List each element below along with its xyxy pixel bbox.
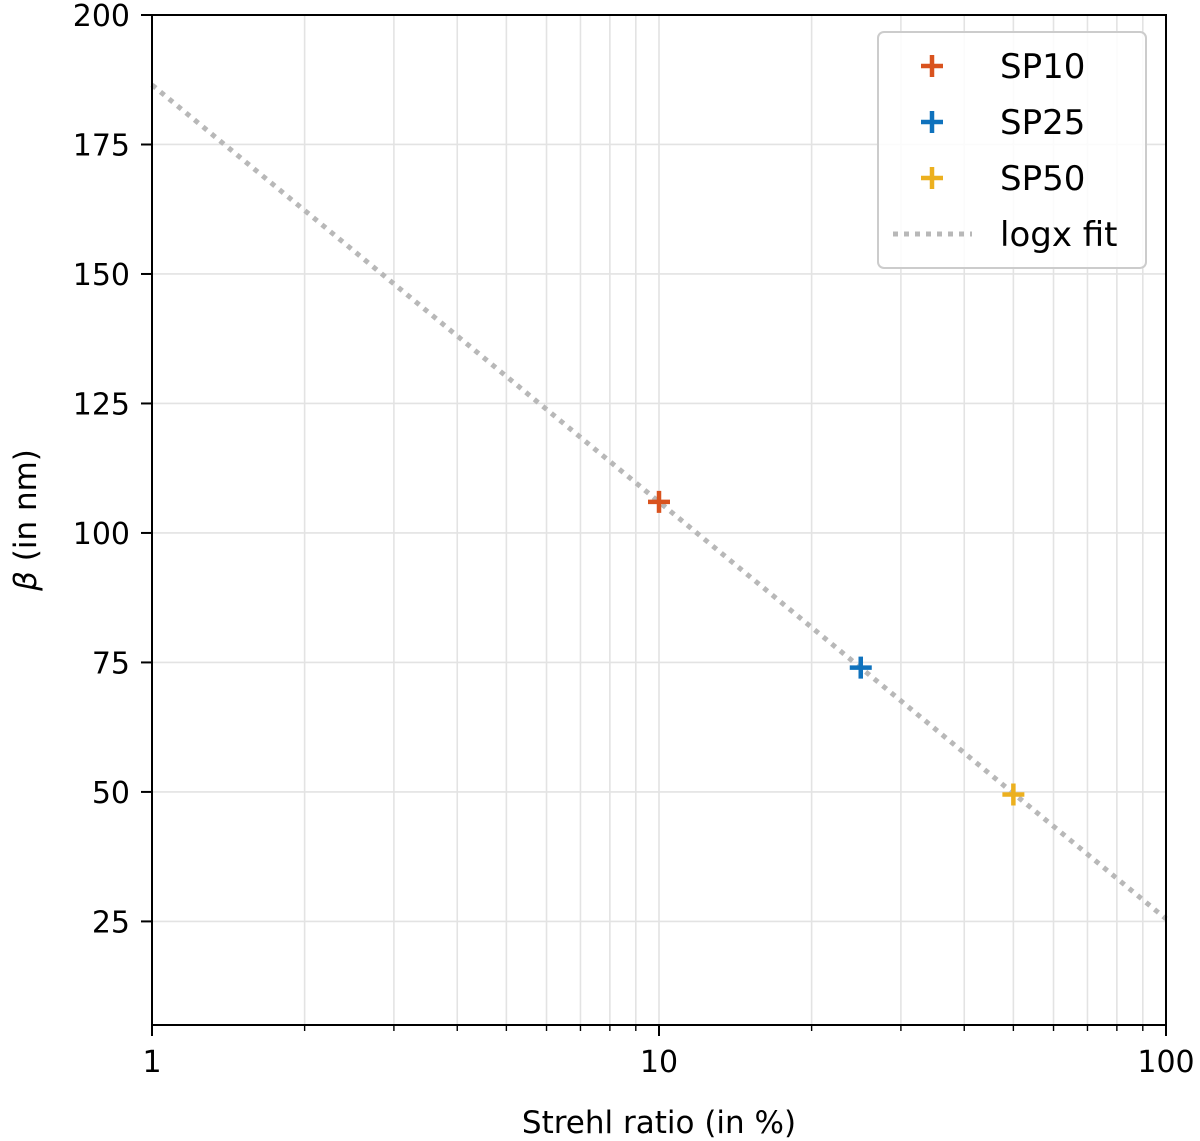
y-tick-label: 175 — [73, 128, 130, 163]
data-point-sp10 — [648, 490, 670, 513]
x-tick-label: 100 — [1137, 1045, 1194, 1080]
y-tick-label: 75 — [92, 646, 130, 681]
legend-label: SP50 — [1000, 159, 1085, 199]
data-point-sp50 — [1002, 783, 1025, 806]
legend-label: SP25 — [1000, 103, 1085, 143]
y-axis-label-unit: (in nm) — [8, 449, 44, 571]
legend-marker-sp10 — [921, 55, 943, 77]
y-tick-label: 100 — [73, 517, 130, 552]
legend-box — [877, 31, 1147, 269]
y-tick-label: 25 — [92, 905, 130, 940]
data-point-sp25 — [849, 656, 872, 679]
x-axis-label: Strehl ratio (in %) — [522, 1105, 796, 1141]
legend: SP10 SP25 SP50 logx fit — [877, 31, 1147, 269]
legend-label: logx fit — [1000, 215, 1118, 255]
legend-marker-sp50 — [921, 167, 943, 189]
y-tick-label: 125 — [73, 387, 130, 422]
x-tick-label: 1 — [142, 1045, 161, 1080]
x-tick-label: 10 — [640, 1045, 678, 1080]
y-tick-label: 200 — [73, 0, 130, 34]
y-axis-label: β (in nm) — [8, 449, 44, 592]
y-axis-label-symbol: β — [8, 571, 44, 592]
points-layer — [648, 490, 1025, 806]
legend-marker-sp25 — [921, 111, 943, 133]
y-tick-label: 50 — [92, 776, 130, 811]
ticks: 1 10 100 25 50 75 100 125 150 175 200 — [73, 0, 1195, 1080]
legend-label: SP10 — [1000, 47, 1085, 87]
y-tick-label: 150 — [73, 258, 130, 293]
